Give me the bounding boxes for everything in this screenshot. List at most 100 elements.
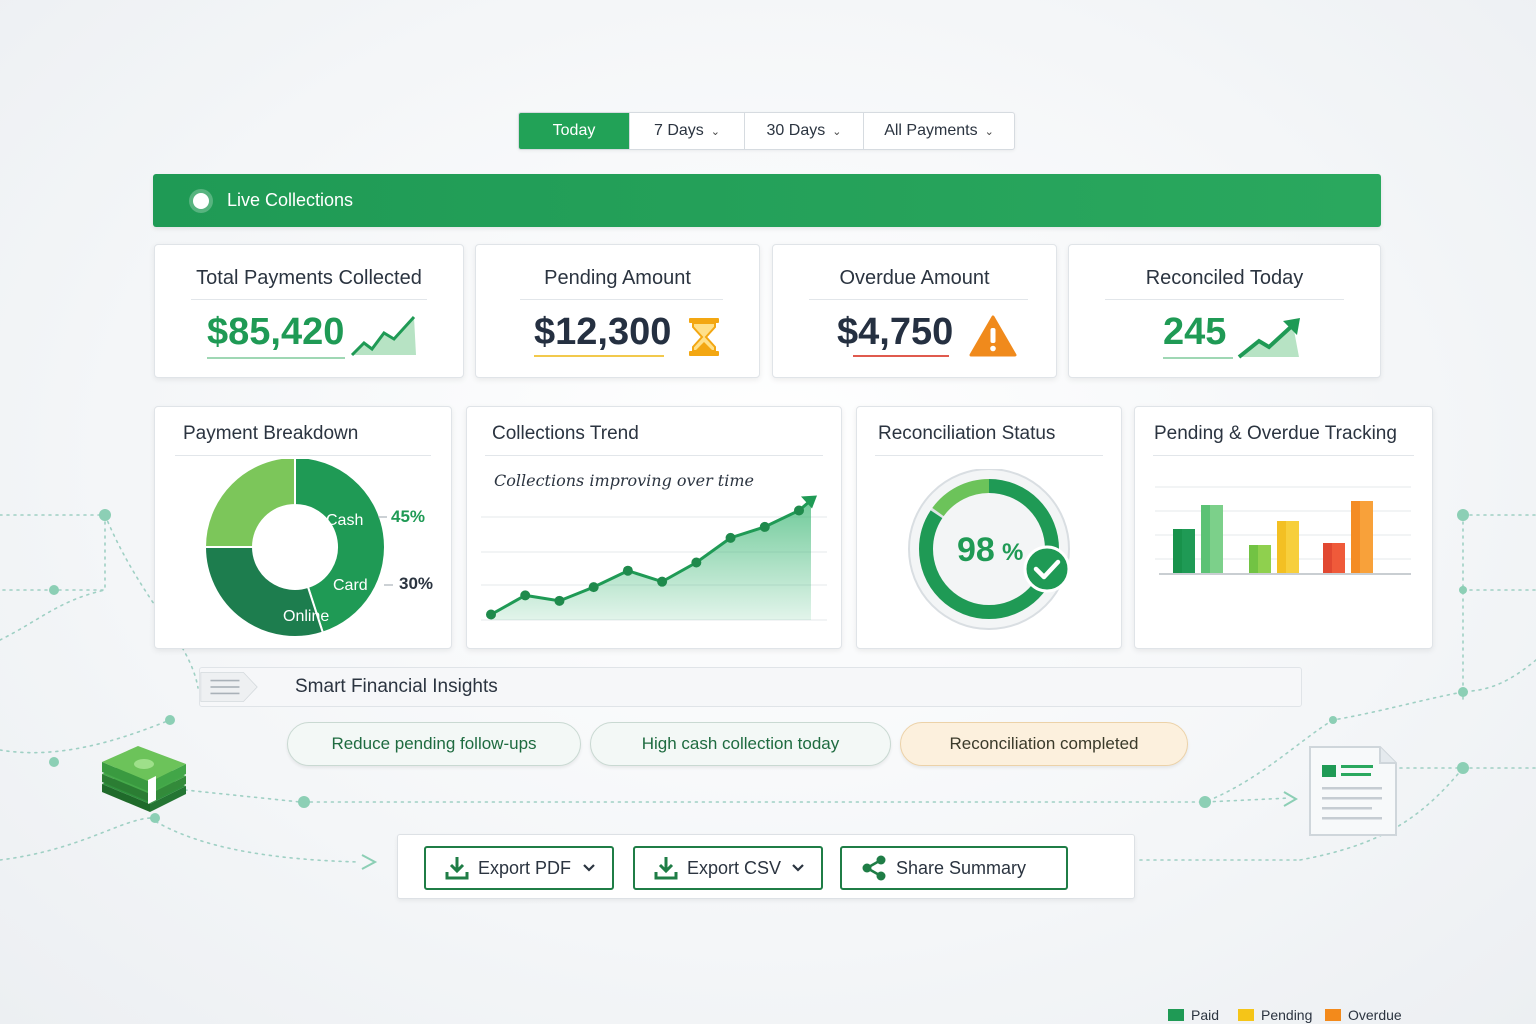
money-stack-icon	[102, 746, 186, 812]
insight-pill-label: High cash collection today	[641, 734, 840, 753]
cash-segment-label: Cash	[326, 512, 363, 529]
reconciliation-percent-value: 98	[957, 531, 995, 569]
panel-divider	[175, 455, 431, 456]
collections-trend-area-chart	[481, 495, 827, 621]
trend-point	[554, 595, 565, 606]
legend-swatch-overdue	[1325, 1009, 1341, 1021]
trend-area-fill	[491, 500, 811, 620]
date-filter-bar: Today 7 Days ⌄ 30 Days ⌄ All Payments ⌄	[518, 112, 1015, 150]
trend-point	[588, 582, 599, 593]
insights-menu-icon[interactable]	[200, 668, 258, 706]
kpi-card-pending[interactable]: Pending Amount $12,300	[475, 244, 760, 378]
tracking-bar-chart	[1155, 486, 1411, 575]
filter-30-days-label: 30 Days	[766, 122, 826, 139]
collections-trend-panel: Collections Trend Collections improving …	[466, 406, 842, 649]
kpi-underline	[207, 357, 345, 359]
kpi-card-overdue[interactable]: Overdue Amount $4,750	[772, 244, 1057, 378]
online-segment-label: Online	[283, 608, 329, 625]
kpi-underline	[1163, 357, 1233, 359]
trend-up-area-icon	[350, 315, 416, 357]
trend-subtitle: Collections improving over time	[494, 471, 754, 490]
insight-pill-reconciliation[interactable]: Reconciliation completed	[900, 722, 1188, 766]
reconciliation-status-panel: Reconciliation Status 98 %	[856, 406, 1122, 649]
pending-overdue-tracking-panel: Pending & Overdue Tracking Paid Pending …	[1134, 406, 1433, 1023]
trend-point	[622, 565, 633, 576]
chevron-down-icon	[792, 864, 804, 872]
kpi-underline	[853, 355, 949, 357]
legend-label-overdue: Overdue	[1348, 1007, 1402, 1023]
share-summary-label: Share Summary	[896, 857, 1027, 878]
trend-point	[520, 590, 531, 601]
trend-point	[657, 576, 668, 587]
card-segment-label: Card	[333, 577, 368, 594]
export-pdf-label: Export PDF	[478, 857, 572, 878]
trend-point	[486, 609, 496, 620]
kpi-card-total-collected[interactable]: Total Payments Collected $85,420	[154, 244, 464, 378]
kpi-card-reconciled[interactable]: Reconciled Today 245	[1068, 244, 1381, 378]
kpi-title: Reconciled Today	[1145, 267, 1304, 289]
insight-pill-pending[interactable]: Reduce pending follow-ups	[287, 722, 581, 766]
kpi-value: $4,750	[837, 311, 954, 353]
trend-point	[759, 521, 770, 532]
kpi-title: Overdue Amount	[839, 267, 990, 289]
legend-pending: Pending	[1238, 1007, 1312, 1023]
legend-label-paid: Paid	[1191, 1007, 1220, 1023]
share-icon	[862, 855, 886, 881]
reconciliation-percent-unit: %	[1002, 539, 1023, 566]
legend-overdue: Overdue	[1325, 1007, 1402, 1023]
donut-slice-highlight	[203, 459, 296, 548]
chevron-down-icon: ⌄	[710, 125, 720, 138]
tracking-bar-3-shade	[1249, 545, 1258, 573]
download-icon	[654, 857, 678, 880]
tracking-bar-2-shade	[1201, 505, 1210, 573]
live-collections-banner: Live Collections	[153, 174, 1381, 227]
kpi-divider	[520, 299, 723, 300]
panel-title: Payment Breakdown	[183, 423, 359, 444]
download-icon	[445, 857, 469, 880]
filter-today[interactable]: Today	[519, 113, 630, 149]
warning-icon	[969, 315, 1017, 357]
export-csv-button[interactable]: Export CSV	[633, 846, 823, 890]
cash-percentage: 45%	[391, 507, 425, 526]
export-csv-label: Export CSV	[687, 857, 782, 878]
filter-all-payments-label: All Payments	[884, 122, 978, 139]
legend-label-pending: Pending	[1261, 1007, 1313, 1023]
panel-divider	[1153, 455, 1414, 456]
export-pdf-button[interactable]: Export PDF	[424, 846, 614, 890]
trend-point	[725, 532, 736, 543]
trend-point	[794, 505, 804, 516]
tracking-bar-5-shade	[1323, 543, 1332, 573]
filter-today-label: Today	[552, 122, 596, 139]
panel-divider	[875, 455, 1103, 456]
insights-title: Smart Financial Insights	[295, 676, 498, 697]
kpi-divider	[1105, 299, 1344, 300]
filter-all-payments[interactable]: All Payments ⌄	[864, 113, 1014, 149]
panel-title: Collections Trend	[492, 423, 639, 444]
panel-title: Pending & Overdue Tracking	[1154, 423, 1397, 444]
kpi-value: $12,300	[534, 311, 672, 353]
filter-7-days[interactable]: 7 Days ⌄	[630, 113, 745, 149]
live-indicator-icon	[193, 192, 209, 209]
legend-paid: Paid	[1168, 1007, 1219, 1023]
tracking-bar-4-shade	[1277, 521, 1286, 573]
insight-pill-label: Reduce pending follow-ups	[331, 734, 537, 753]
insight-pill-cash[interactable]: High cash collection today	[590, 722, 891, 766]
tracking-bar-6-shade	[1351, 501, 1360, 573]
payment-breakdown-donut-chart: 45% 30% Cash Card Online	[203, 459, 433, 638]
legend-swatch-paid	[1168, 1009, 1184, 1021]
donut-slice-card	[203, 546, 325, 638]
kpi-value: 245	[1163, 311, 1227, 353]
panel-divider	[485, 455, 823, 456]
kpi-divider	[809, 299, 1028, 300]
filter-7-days-label: 7 Days	[653, 122, 704, 139]
smart-insights-bar: Smart Financial Insights	[199, 667, 1302, 707]
chevron-down-icon	[583, 864, 595, 872]
kpi-underline	[534, 355, 664, 357]
trend-point	[691, 557, 702, 568]
checkmark-badge-icon	[1023, 545, 1071, 593]
donut-slice-cash	[294, 459, 386, 634]
legend-swatch-pending	[1238, 1009, 1254, 1021]
kpi-title: Total Payments Collected	[196, 267, 422, 289]
filter-30-days[interactable]: 30 Days ⌄	[745, 113, 864, 149]
share-summary-button[interactable]: Share Summary	[840, 846, 1068, 890]
